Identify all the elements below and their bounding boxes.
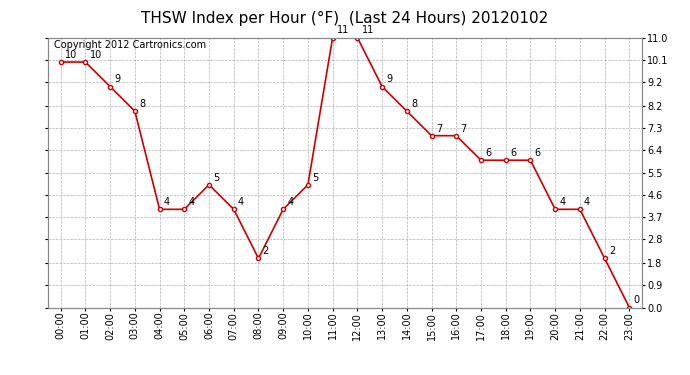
Text: 11: 11 <box>337 26 349 35</box>
Text: 4: 4 <box>584 197 590 207</box>
Text: 4: 4 <box>287 197 293 207</box>
Text: 10: 10 <box>90 50 102 60</box>
Text: 7: 7 <box>460 123 466 134</box>
Text: 4: 4 <box>560 197 565 207</box>
Text: 11: 11 <box>362 26 374 35</box>
Text: 9: 9 <box>115 74 120 84</box>
Text: 4: 4 <box>188 197 195 207</box>
Text: 10: 10 <box>65 50 77 60</box>
Text: 5: 5 <box>213 172 219 183</box>
Text: 8: 8 <box>139 99 145 109</box>
Text: 2: 2 <box>609 246 615 256</box>
Text: 0: 0 <box>633 296 640 305</box>
Text: THSW Index per Hour (°F)  (Last 24 Hours) 20120102: THSW Index per Hour (°F) (Last 24 Hours)… <box>141 11 549 26</box>
Text: 6: 6 <box>535 148 541 158</box>
Text: 9: 9 <box>386 74 393 84</box>
Text: Copyright 2012 Cartronics.com: Copyright 2012 Cartronics.com <box>55 40 206 50</box>
Text: 4: 4 <box>238 197 244 207</box>
Text: 4: 4 <box>164 197 170 207</box>
Text: 7: 7 <box>435 123 442 134</box>
Text: 8: 8 <box>411 99 417 109</box>
Text: 6: 6 <box>485 148 491 158</box>
Text: 2: 2 <box>263 246 269 256</box>
Text: 6: 6 <box>510 148 516 158</box>
Text: 5: 5 <box>312 172 318 183</box>
